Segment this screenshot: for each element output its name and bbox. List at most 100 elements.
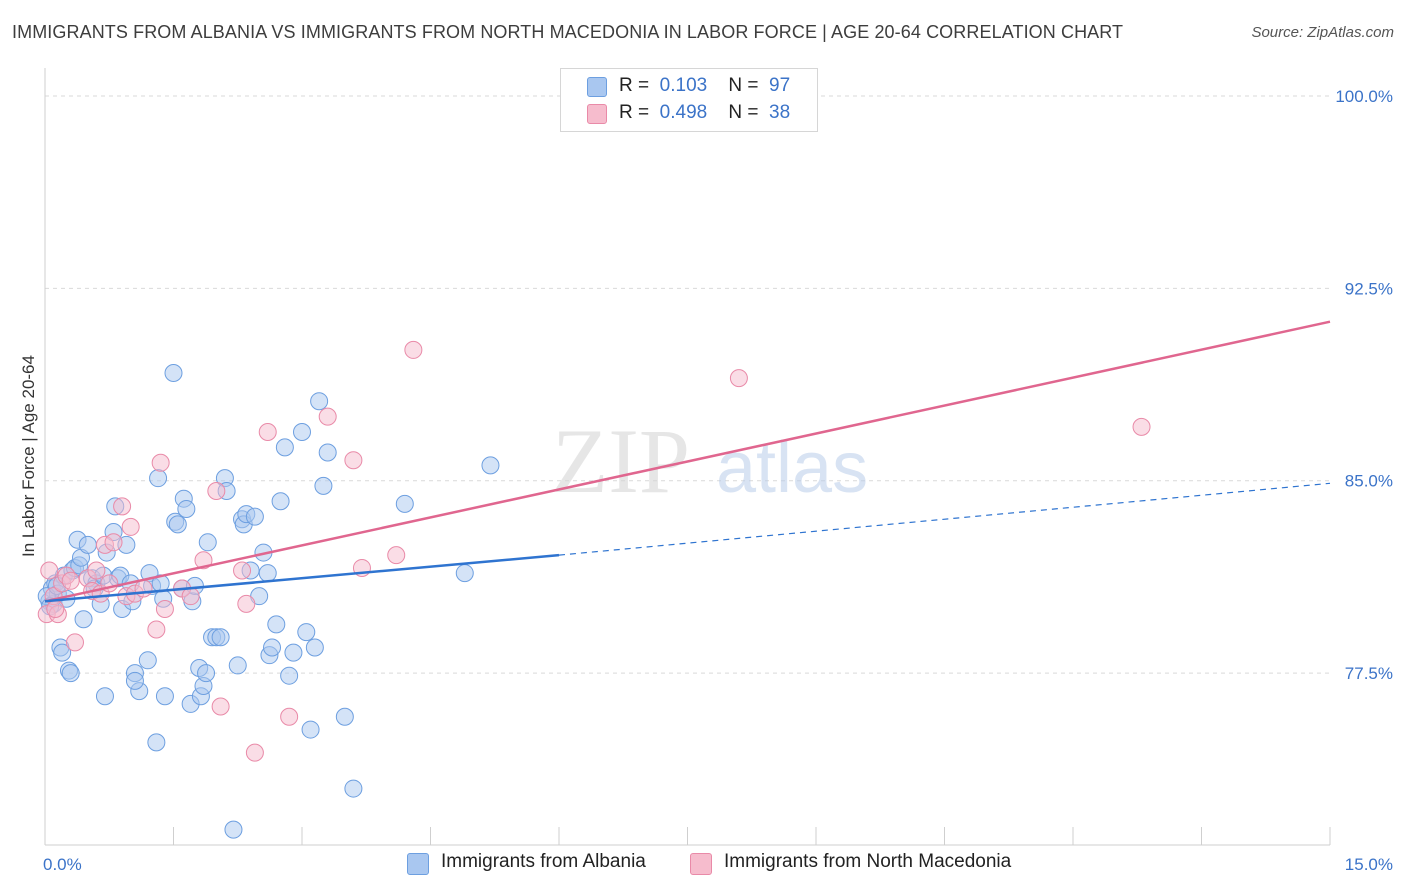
legend-stats-macedonia: R = 0.498 N = 38 <box>619 102 790 124</box>
macedonia-point <box>1132 417 1151 436</box>
macedonia-point <box>46 600 65 618</box>
albania-point <box>164 364 183 382</box>
n-label: N = <box>728 75 759 96</box>
n-value: 97 <box>769 75 791 96</box>
macedonia-swatch <box>587 104 607 124</box>
albania-point <box>275 438 294 457</box>
albania-point <box>78 535 97 554</box>
albania-point <box>168 515 187 534</box>
albania-point <box>138 651 157 670</box>
macedonia-point <box>151 453 170 472</box>
watermark: ZIP atlas <box>552 410 868 512</box>
albania-point <box>155 687 174 706</box>
albania-points <box>37 364 500 839</box>
albania-point <box>284 643 303 662</box>
macedonia-point <box>134 579 153 598</box>
albania-trend-line <box>44 553 560 603</box>
y-tick-labels: 100.0% 92.5% 85.0% 77.5% <box>1335 87 1393 683</box>
albania-point <box>147 733 166 752</box>
watermark-zip: ZIP <box>552 410 690 512</box>
macedonia-point <box>280 707 299 726</box>
macedonia-point <box>387 546 406 565</box>
albania-point <box>297 623 316 642</box>
macedonia-point <box>87 561 106 580</box>
r-value: 0.103 <box>659 75 708 96</box>
albania-point <box>344 779 363 798</box>
albania-point <box>197 664 216 683</box>
macedonia-point <box>61 571 80 590</box>
albania-point <box>280 666 299 685</box>
macedonia-point <box>258 423 277 441</box>
r-label: R = <box>619 75 650 96</box>
albania-point <box>61 664 80 683</box>
legend-stats-albania: R = 0.103 N = 97 <box>619 75 790 97</box>
macedonia-point <box>40 561 59 580</box>
y-tick-label: 100.0% <box>1335 87 1393 106</box>
grid-lines <box>45 95 1330 674</box>
r-value: 0.498 <box>659 102 708 123</box>
albania-point <box>335 707 354 726</box>
albania-point <box>301 720 320 739</box>
macedonia-point <box>194 551 213 570</box>
x-tick-label: 0.0% <box>43 855 82 874</box>
albania-point <box>228 656 247 675</box>
albania-point <box>125 671 144 690</box>
macedonia-trend-line <box>44 320 1331 603</box>
macedonia-point <box>344 451 363 470</box>
r-label: R = <box>619 102 650 123</box>
n-label: N = <box>728 102 759 123</box>
trend-lines <box>44 320 1331 603</box>
albania-point <box>271 492 290 511</box>
albania-point <box>455 564 474 583</box>
albania-point <box>53 643 72 662</box>
chart-title: IMMIGRANTS FROM ALBANIA VS IMMIGRANTS FR… <box>12 22 1124 42</box>
albania-point <box>224 820 243 839</box>
macedonia-point <box>207 482 226 500</box>
macedonia-point <box>65 633 84 652</box>
y-tick-label: 92.5% <box>1345 279 1393 298</box>
albania-point <box>318 443 337 462</box>
albania-point <box>211 628 230 647</box>
albania-legend-label: Immigrants from Albania <box>441 851 646 872</box>
macedonia-point <box>233 561 252 580</box>
macedonia-point <box>318 407 337 426</box>
albania-swatch <box>587 77 607 97</box>
macedonia-point <box>104 533 123 552</box>
albania-point <box>74 610 93 629</box>
albania-point <box>245 507 264 526</box>
y-tick-label: 77.5% <box>1345 664 1393 683</box>
n-value: 38 <box>769 102 791 123</box>
albania-point <box>95 687 114 706</box>
albania-point <box>293 423 311 441</box>
macedonia-points <box>37 340 1151 762</box>
albania-point <box>310 392 329 411</box>
axes <box>44 68 1331 846</box>
macedonia-point <box>147 620 166 639</box>
albania-point <box>481 456 500 475</box>
albania-legend-swatch <box>407 853 429 875</box>
albania-point <box>314 476 333 495</box>
albania-point <box>149 469 168 488</box>
y-tick-label: 85.0% <box>1345 472 1393 491</box>
watermark-atlas: atlas <box>716 428 868 508</box>
x-tick-labels: 0.0% 15.0% <box>43 855 1393 874</box>
albania-point <box>267 615 286 634</box>
macedonia-point <box>121 517 140 536</box>
albania-point <box>305 638 324 657</box>
albania-point <box>258 564 277 583</box>
macedonia-point <box>181 587 200 606</box>
source-label: Source: ZipAtlas.com <box>1251 24 1394 41</box>
albania-trend-extension <box>558 482 1331 556</box>
macedonia-point <box>245 743 264 762</box>
y-axis-label: In Labor Force | Age 20-64 <box>19 355 38 557</box>
macedonia-point <box>113 497 132 516</box>
macedonia-point <box>155 600 174 618</box>
albania-point <box>198 533 217 552</box>
macedonia-point <box>211 697 230 716</box>
macedonia-legend-swatch <box>690 853 712 875</box>
macedonia-point <box>729 369 748 388</box>
macedonia-legend-label: Immigrants from North Macedonia <box>724 851 1012 872</box>
albania-point <box>177 499 196 518</box>
albania-point <box>395 494 414 513</box>
